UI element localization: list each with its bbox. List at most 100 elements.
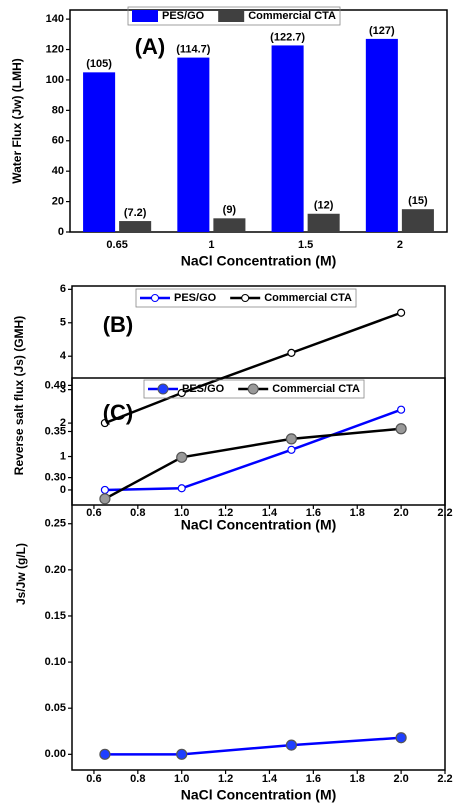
- x-tick-label: 2: [397, 239, 403, 251]
- point: [100, 485, 110, 495]
- x-tick-label: 1.4: [262, 773, 278, 785]
- legend-label: Commercial CTA: [264, 292, 352, 304]
- series-line: [104, 408, 402, 492]
- y-tick-label: 100: [46, 74, 64, 86]
- x-axis-label: NaCl Concentration (M): [181, 253, 337, 269]
- point: [99, 748, 111, 760]
- x-axis-label: NaCl Concentration (M): [181, 787, 337, 803]
- y-tick-label: 0: [60, 484, 66, 496]
- x-tick-label: 0.8: [130, 773, 145, 785]
- point: [395, 423, 407, 435]
- legend-label: PES/GO: [162, 10, 205, 22]
- point: [176, 451, 188, 463]
- value-label: (7.2): [124, 207, 147, 219]
- y-tick-label: 2: [60, 417, 66, 429]
- y-tick-label: 0.15: [45, 610, 66, 622]
- y-tick-label: 0.20: [45, 564, 66, 576]
- x-tick-label: 2.0: [393, 507, 408, 519]
- x-tick-label: 0.6: [86, 773, 101, 785]
- y-tick-label: 0.05: [45, 702, 66, 714]
- value-label: (15): [408, 195, 428, 207]
- x-tick-label: 1.8: [350, 507, 365, 519]
- series-line: [104, 427, 402, 500]
- x-tick-label: 1.0: [174, 507, 189, 519]
- y-tick-label: 0.25: [45, 518, 66, 530]
- y-tick-label: 1: [60, 450, 66, 462]
- x-axis-label: NaCl Concentration (M): [181, 517, 337, 533]
- x-tick-label: 1: [208, 239, 214, 251]
- bar: [119, 221, 152, 232]
- x-tick-label: 0.6: [86, 507, 101, 519]
- y-tick-label: 140: [46, 13, 64, 25]
- legend-swatch: [132, 10, 158, 22]
- series-line: [104, 736, 402, 756]
- bar: [213, 218, 246, 232]
- y-tick-label: 0: [58, 226, 64, 238]
- y-tick-label: 0.30: [45, 472, 66, 484]
- point: [285, 433, 298, 445]
- y-tick-label: 6: [60, 283, 66, 295]
- y-tick-label: 40: [52, 165, 64, 177]
- legend-label: PES/GO: [182, 383, 225, 395]
- y-tick-label: 120: [46, 43, 64, 55]
- bar: [83, 72, 116, 232]
- point: [99, 493, 111, 505]
- point: [397, 308, 406, 317]
- y-tick-label: 3: [60, 384, 66, 396]
- x-tick-label: 1.4: [262, 507, 278, 519]
- legend-label: PES/GO: [174, 292, 217, 304]
- x-tick-label: 1.2: [218, 507, 233, 519]
- value-label: (105): [86, 58, 112, 70]
- y-tick-label: 4: [60, 350, 67, 362]
- legend-label: Commercial CTA: [272, 383, 360, 395]
- point: [177, 484, 186, 493]
- x-tick-label: 1.6: [306, 773, 321, 785]
- y-tick-label: 60: [52, 135, 64, 147]
- point: [285, 739, 298, 751]
- y-tick-label: 5: [60, 317, 66, 329]
- panel-annotation: (A): [135, 34, 166, 59]
- y-axis-label: Js/Jw (g/L): [14, 543, 28, 605]
- value-label: (127): [369, 25, 395, 37]
- value-label: (122.7): [270, 31, 305, 43]
- panel-annotation: (B): [103, 312, 134, 337]
- bar: [271, 45, 304, 232]
- legend-marker: [151, 294, 159, 302]
- y-tick-label: 0.35: [45, 425, 66, 437]
- bar: [401, 209, 434, 232]
- point: [287, 445, 296, 454]
- x-tick-label: 1.8: [350, 773, 365, 785]
- y-tick-label: 0.40: [45, 379, 66, 391]
- bar: [365, 38, 398, 232]
- y-tick-label: 0.10: [45, 656, 66, 668]
- y-tick-label: 80: [52, 104, 64, 116]
- legend-label: Commercial CTA: [248, 10, 336, 22]
- legend-marker: [241, 294, 250, 302]
- value-label: (12): [314, 200, 334, 212]
- x-tick-label: 1.2: [218, 773, 233, 785]
- y-axis-label: Water Flux (Jw) (LMH): [10, 58, 24, 184]
- legend-marker: [157, 383, 169, 395]
- x-tick-label: 2.2: [437, 773, 452, 785]
- point: [397, 405, 406, 414]
- x-tick-label: 1.5: [298, 239, 313, 251]
- bar: [177, 57, 210, 232]
- x-tick-label: 0.65: [106, 239, 127, 251]
- legend-box: [143, 379, 365, 399]
- value-label: (114.7): [176, 43, 211, 55]
- point: [287, 348, 296, 357]
- point: [177, 388, 186, 398]
- legend-marker: [247, 383, 259, 395]
- value-label: (9): [223, 204, 237, 216]
- x-tick-label: 2.0: [393, 773, 408, 785]
- legend-box: [135, 288, 357, 308]
- x-tick-label: 1.0: [174, 773, 189, 785]
- x-tick-label: 0.8: [130, 507, 145, 519]
- y-tick-label: 20: [52, 195, 64, 207]
- legend-box: [127, 6, 341, 26]
- point: [395, 732, 407, 744]
- legend-swatch: [218, 10, 245, 22]
- point: [100, 418, 110, 428]
